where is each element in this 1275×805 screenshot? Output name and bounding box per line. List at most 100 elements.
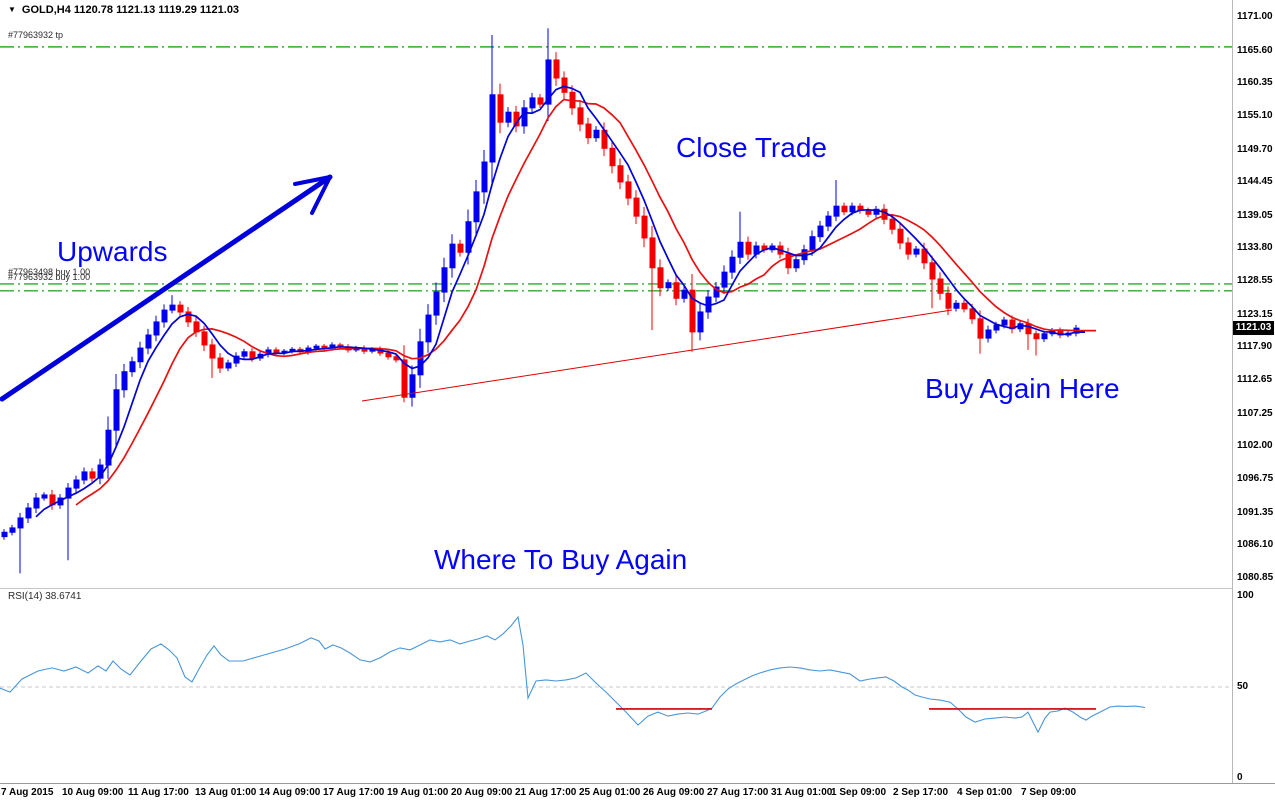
time-scale-label: 1 Sep 09:00	[831, 787, 887, 798]
candle-body	[385, 352, 392, 358]
candle-body	[905, 242, 912, 255]
trend-arrow-barb	[293, 175, 332, 186]
candle-body	[721, 271, 728, 288]
price-scale-label: 1112.65	[1237, 374, 1273, 386]
candle-body	[409, 374, 416, 398]
candle-body	[577, 107, 584, 125]
time-scale-label: 17 Aug 17:00	[323, 787, 385, 798]
candle-body	[185, 311, 192, 323]
candle-body	[849, 205, 856, 213]
candle-body	[865, 210, 872, 215]
time-scale-label: 31 Aug 01:00	[771, 787, 833, 798]
candle-body	[841, 205, 848, 213]
rsi-scale-label: 0	[1237, 771, 1243, 783]
price-scale-label: 1102.00	[1237, 440, 1273, 452]
candle-body	[833, 205, 840, 217]
candle-body	[609, 147, 616, 167]
candle-body	[217, 357, 224, 369]
candle-body	[657, 267, 664, 289]
trend-arrow-barb	[310, 175, 332, 215]
ma-slow-line	[75, 98, 1096, 506]
time-scale-label: 26 Aug 09:00	[643, 787, 705, 798]
candle-body	[65, 487, 72, 499]
rsi-scale-label: 100	[1237, 590, 1254, 602]
candle-body	[737, 241, 744, 258]
candle-body	[593, 129, 600, 139]
candle-body	[785, 253, 792, 269]
candle-body	[233, 355, 240, 364]
current-price-badge: 1121.03	[1233, 320, 1274, 335]
time-scale-label: 19 Aug 01:00	[387, 787, 449, 798]
order-buy2-label: #77963932 buy 1.00	[8, 272, 91, 282]
candle-body	[793, 259, 800, 269]
candle-body	[825, 215, 832, 227]
price-scale-label: 1144.45	[1237, 176, 1273, 188]
candle-body	[145, 334, 152, 349]
candle-body	[465, 221, 472, 253]
candle-body	[33, 497, 40, 509]
candle-body	[937, 278, 944, 294]
candle-body	[545, 59, 552, 105]
time-scale-label: 27 Aug 17:00	[707, 787, 769, 798]
trend-arrow-shaft	[0, 174, 333, 402]
chart-title: ▼ GOLD,H4 1120.78 1121.13 1119.29 1121.03	[8, 4, 239, 16]
candle-body	[529, 97, 536, 109]
candle-body	[177, 304, 184, 313]
pane-separator	[0, 588, 1232, 589]
candle-body	[113, 389, 120, 431]
candle-body	[665, 282, 672, 289]
time-scale-label: 25 Aug 01:00	[579, 787, 641, 798]
candle-body	[625, 181, 632, 199]
candle-body	[9, 527, 16, 533]
price-scale-label: 1086.10	[1237, 539, 1274, 551]
candle-body	[201, 331, 208, 346]
candle-body	[225, 362, 232, 369]
annotation-buy-again-here: Buy Again Here	[925, 373, 1120, 404]
price-scale-label: 1160.35	[1237, 77, 1273, 89]
price-scale-label: 1139.05	[1237, 209, 1273, 221]
candle-body	[897, 228, 904, 244]
candle-body	[481, 161, 488, 193]
symbol-ohlc-text: GOLD,H4 1120.78 1121.13 1119.29 1121.03	[21, 4, 240, 16]
scale-separator	[1232, 0, 1233, 783]
candle-body	[585, 123, 592, 139]
candle-body	[17, 517, 24, 529]
order-tp-label: #77963932 tp	[8, 30, 64, 40]
price-scale-label: 1123.15	[1237, 308, 1273, 320]
candle-body	[25, 507, 32, 519]
price-scale-label: 1080.85	[1237, 572, 1274, 583]
annotation-upwards: Upwards	[57, 236, 168, 267]
candle-body	[129, 361, 136, 373]
ma-fast-line	[35, 85, 1085, 518]
candle-body	[881, 208, 888, 220]
price-scale-label: 1107.25	[1237, 407, 1273, 419]
candle-body	[313, 345, 320, 349]
price-scale-label: 1133.80	[1237, 242, 1273, 254]
price-scale-label: 1155.10	[1237, 109, 1273, 121]
candle-body	[1, 531, 8, 538]
candle-body	[41, 494, 48, 499]
trendline	[361, 309, 953, 402]
price-scale-label: 1096.75	[1237, 473, 1274, 485]
candle-body	[505, 111, 512, 123]
candle-body	[673, 282, 680, 299]
candle-body	[73, 479, 80, 489]
candle-body	[401, 359, 408, 398]
candle-body	[457, 243, 464, 253]
time-scale-label: 13 Aug 01:00	[195, 787, 257, 798]
price-scale-label: 1091.35	[1237, 506, 1274, 518]
time-axis-separator	[0, 783, 1275, 784]
candle-body	[1001, 319, 1008, 326]
price-scale-label: 1128.55	[1237, 275, 1273, 287]
order-buy1-label: #77963498 buy 1.00	[8, 267, 91, 277]
price-scale-label: 1165.60	[1237, 44, 1273, 56]
candle-body	[689, 289, 696, 333]
candle-body	[961, 302, 968, 310]
candle-body	[945, 292, 952, 309]
price-scale-label: 1117.90	[1237, 341, 1273, 353]
annotation-close-trade: Close Trade	[676, 132, 827, 163]
price-scale-label: 1149.70	[1237, 143, 1273, 155]
candle-body	[425, 314, 432, 343]
candle-body	[473, 191, 480, 223]
